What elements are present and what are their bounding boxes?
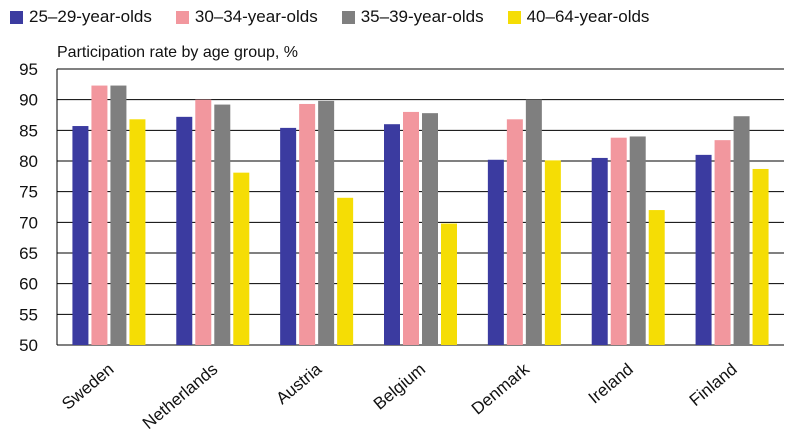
bar-netherlands-series-4 [233, 172, 250, 345]
bar-ireland-series-1 [591, 157, 608, 345]
bar-netherlands-series-1 [176, 116, 193, 345]
bar-austria-series-1 [280, 127, 297, 345]
x-tick-label-denmark: Denmark [468, 359, 533, 418]
legend-label-25-29: 25–29-year-olds [29, 7, 152, 26]
legend: 25–29-year-olds 30–34-year-olds 35–39-ye… [10, 4, 673, 30]
legend-item-25-29: 25–29-year-olds [10, 7, 152, 27]
bar-ireland-series-3 [629, 136, 646, 345]
legend-swatch-40-64 [507, 10, 521, 24]
bar-finland-series-1 [695, 154, 712, 345]
bar-belgium-series-1 [384, 124, 400, 345]
bar-denmark-series-2 [506, 119, 523, 345]
bar-belgium-series-4 [441, 223, 457, 345]
legend-swatch-25-29 [10, 10, 23, 24]
bar-netherlands-series-2 [195, 99, 212, 346]
bar-austria-series-4 [337, 197, 354, 345]
legend-swatch-30-34 [175, 10, 189, 24]
bar-denmark-series-3 [525, 99, 542, 346]
legend-item-30-34: 30–34-year-olds [175, 7, 318, 27]
y-tick-label-75: 75 [19, 183, 38, 202]
x-tick-label-netherlands: Netherlands [139, 360, 221, 433]
legend-item-35-39: 35–39-year-olds [341, 7, 484, 27]
bar-ireland-series-4 [648, 210, 665, 345]
bar-finland-series-2 [714, 140, 731, 345]
x-tick-label-finland: Finland [686, 360, 741, 410]
bar-austria-series-3 [318, 100, 335, 345]
bar-finland-series-4 [752, 168, 769, 345]
bar-denmark-series-1 [487, 159, 504, 345]
y-tick-label-70: 70 [19, 213, 38, 232]
bar-belgium-series-3 [422, 113, 438, 345]
y-tick-label-90: 90 [19, 91, 38, 110]
legend-item-40-64: 40–64-year-olds [507, 7, 650, 27]
legend-swatch-35-39 [341, 10, 355, 24]
x-tick-label-sweden: Sweden [58, 360, 117, 414]
y-tick-label-80: 80 [19, 152, 38, 171]
x-tick-label-belgium: Belgium [370, 360, 429, 414]
bar-austria-series-2 [299, 103, 316, 346]
y-tick-label-85: 85 [19, 121, 38, 140]
bar-sweden-series-4 [129, 119, 146, 345]
bar-netherlands-series-3 [214, 104, 231, 345]
y-tick-label-50: 50 [19, 336, 38, 355]
y-tick-label-65: 65 [19, 244, 38, 263]
legend-label-35-39: 35–39-year-olds [360, 7, 484, 26]
bar-finland-series-3 [733, 116, 750, 345]
legend-label-40-64: 40–64-year-olds [526, 7, 650, 26]
bar-denmark-series-4 [544, 160, 561, 345]
x-tick-label-ireland: Ireland [585, 360, 637, 408]
bar-sweden-series-2 [91, 85, 108, 345]
bar-sweden-series-1 [72, 126, 89, 345]
bar-ireland-series-2 [610, 137, 627, 345]
bar-sweden-series-3 [110, 85, 127, 345]
x-tick-label-austria: Austria [272, 359, 325, 408]
bar-belgium-series-2 [403, 111, 419, 345]
legend-label-30-34: 30–34-year-olds [194, 7, 318, 26]
chart-subtitle: Participation rate by age group, % [57, 44, 299, 61]
y-tick-label-95: 95 [19, 60, 38, 79]
y-tick-label-55: 55 [19, 305, 38, 324]
y-tick-label-60: 60 [19, 275, 38, 294]
